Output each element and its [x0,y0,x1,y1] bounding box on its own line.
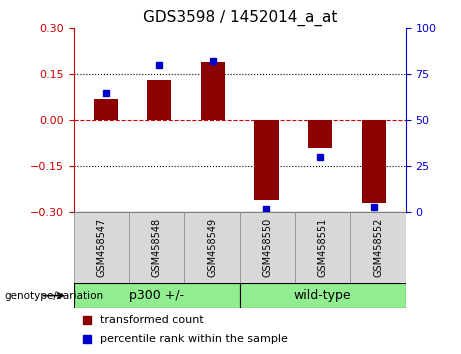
Text: GSM458552: GSM458552 [373,218,383,278]
Text: genotype/variation: genotype/variation [5,291,104,301]
Text: GSM458549: GSM458549 [207,218,217,277]
Bar [129,212,184,283]
Bar [74,283,240,308]
Bar [295,212,350,283]
Bar [240,283,406,308]
Bar [240,212,295,283]
Text: transformed count: transformed count [100,315,204,325]
Bar [361,120,385,203]
Bar [74,212,129,283]
Text: GSM458550: GSM458550 [262,218,272,277]
Bar [254,120,278,200]
Text: p300 +/-: p300 +/- [129,289,184,302]
Bar [148,80,171,120]
Bar [94,99,118,120]
Bar [308,120,332,148]
Bar [184,212,240,283]
Bar [350,212,406,283]
Text: GSM458547: GSM458547 [96,218,106,277]
Text: GSM458548: GSM458548 [152,218,162,277]
Title: GDS3598 / 1452014_a_at: GDS3598 / 1452014_a_at [142,9,337,25]
Text: wild-type: wild-type [294,289,351,302]
Text: GSM458551: GSM458551 [318,218,328,277]
Bar [201,62,225,120]
Text: percentile rank within the sample: percentile rank within the sample [100,333,288,344]
